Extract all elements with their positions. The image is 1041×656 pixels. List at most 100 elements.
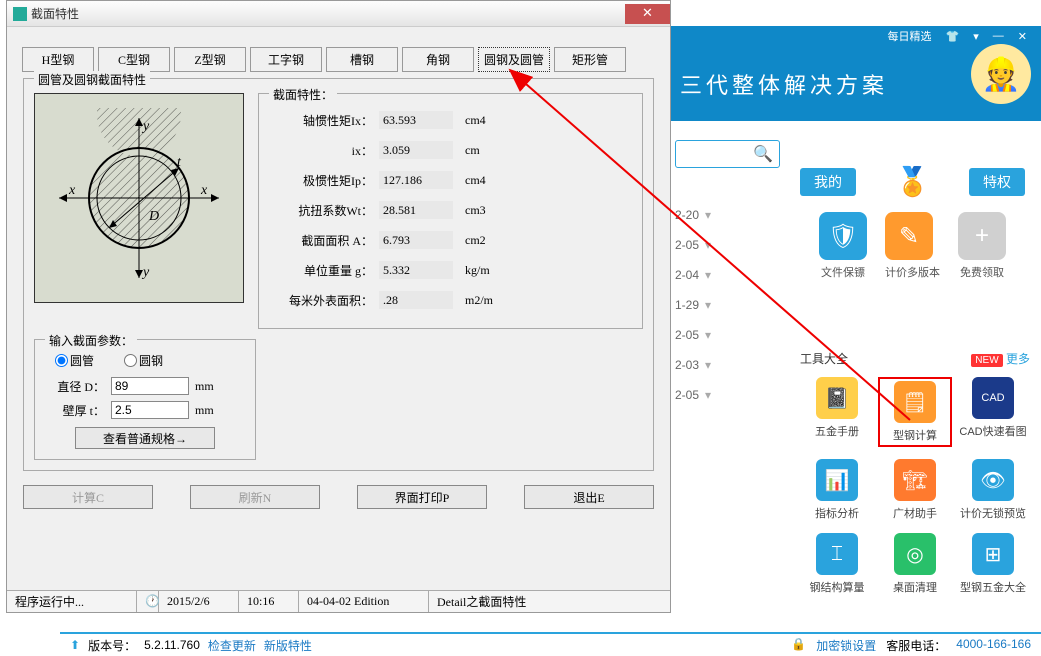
prop-val-0: 63.593 <box>379 111 453 129</box>
param-d-unit: mm <box>195 379 214 394</box>
tool-icon-5: 👁 <box>972 459 1014 501</box>
date-row-0: 2-20▾ <box>675 200 711 230</box>
props-title: 截面特性： <box>269 86 337 103</box>
prop-label-0: 轴惯性矩Ix： <box>271 112 373 129</box>
tel-label: 客服电话： <box>886 637 946 654</box>
date-row-2: 2-04▾ <box>675 260 711 290</box>
search-icon[interactable]: 🔍 <box>753 144 773 164</box>
svg-text:x: x <box>68 183 76 198</box>
tel-number[interactable]: 4000-166-166 <box>956 637 1031 654</box>
tab-5[interactable]: 角钢 <box>402 47 474 72</box>
tool-item-3[interactable]: 📊指标分析 <box>800 459 874 521</box>
prop-label-1: ix： <box>271 142 373 159</box>
tool-item-2[interactable]: CADCAD快速看图 <box>956 377 1030 447</box>
new-badge: NEW <box>971 354 1002 367</box>
prop-unit-0: cm4 <box>465 113 486 128</box>
status-edition: 04-04-02 Edition <box>299 591 429 612</box>
minimize-icon[interactable]: — <box>993 30 1004 42</box>
more-link[interactable]: 更多 <box>1006 352 1030 366</box>
tab-row: H型钢C型钢Z型钢工字钢槽钢角钢圆钢及圆管矩形管 <box>22 47 655 72</box>
view-spec-button[interactable]: 查看普通规格→ <box>75 427 215 449</box>
privilege-item-2[interactable]: +免费领取 <box>958 212 1006 280</box>
privilege-label-0: 文件保镖 <box>819 264 867 280</box>
ver-value: 5.2.11.760 <box>144 638 200 652</box>
tool-item-6[interactable]: ⌶钢结构算量 <box>800 533 874 595</box>
exit-button[interactable]: 退出E <box>524 485 654 509</box>
diameter-input[interactable] <box>111 377 189 395</box>
tool-label-7: 桌面清理 <box>878 579 952 595</box>
privilege-item-1[interactable]: ✎计价多版本 <box>885 212 940 280</box>
tab-0[interactable]: H型钢 <box>22 47 94 72</box>
tool-label-1: 型钢计算 <box>882 427 948 443</box>
privilege-tag[interactable]: 特权 <box>969 168 1025 196</box>
tool-item-5[interactable]: 👁计价无锁预览 <box>956 459 1030 521</box>
tool-label-2: CAD快速看图 <box>956 423 1030 439</box>
thickness-input[interactable] <box>111 401 189 419</box>
header-slogan: 三代整体解决方案 <box>680 68 888 100</box>
privilege-panel: 我的 🏅 特权 🛡文件保镖✎计价多版本+免费领取 <box>800 165 1025 280</box>
tool-item-7[interactable]: ◎桌面清理 <box>878 533 952 595</box>
up-arrow-icon: ⬆ <box>70 638 80 652</box>
prop-val-4: 6.793 <box>379 231 453 249</box>
header-top-bar: 每日精选 👕 ▾ — ✕ <box>888 26 1041 46</box>
search-box[interactable]: 🔍 <box>675 140 780 168</box>
daily-pick-link[interactable]: 每日精选 <box>888 28 932 44</box>
check-update-link[interactable]: 检查更新 <box>208 637 256 654</box>
my-tag[interactable]: 我的 <box>800 168 856 196</box>
prop-label-2: 极惯性矩Ip： <box>271 172 373 189</box>
tool-label-3: 指标分析 <box>800 505 874 521</box>
prop-unit-6: m2/m <box>465 293 493 308</box>
close-button[interactable]: ✕ <box>625 4 670 24</box>
tab-1[interactable]: C型钢 <box>98 47 170 72</box>
privilege-icon-0: 🛡 <box>819 212 867 260</box>
prop-val-6: .28 <box>379 291 453 309</box>
tab-6[interactable]: 圆钢及圆管 <box>478 47 550 72</box>
shirt-icon[interactable]: 👕 <box>946 30 960 43</box>
radio-solid-input[interactable] <box>124 354 137 367</box>
print-button[interactable]: 界面打印P <box>357 485 487 509</box>
avatar: 👷 <box>971 44 1031 104</box>
dongle-settings-link[interactable]: 加密锁设置 <box>816 637 876 654</box>
tab-2[interactable]: Z型钢 <box>174 47 246 72</box>
tool-label-6: 钢结构算量 <box>800 579 874 595</box>
tab-4[interactable]: 槽钢 <box>326 47 398 72</box>
prop-unit-2: cm4 <box>465 173 486 188</box>
privilege-icon-1: ✎ <box>885 212 933 260</box>
toolbox-panel: 工具大全 NEW 更多 📓五金手册🗒型钢计算CADCAD快速看图📊指标分析🏗广材… <box>800 350 1030 595</box>
tab-7[interactable]: 矩形管 <box>554 47 626 72</box>
tab-3[interactable]: 工字钢 <box>250 47 322 72</box>
radio-tube-input[interactable] <box>55 354 68 367</box>
prop-val-1: 3.059 <box>379 141 453 159</box>
param-d-label: 直径 D： <box>45 378 105 395</box>
props-box: 截面特性： 轴惯性矩Ix：63.593cm4ix：3.059cm极惯性矩Ip：1… <box>258 93 643 329</box>
tool-item-1[interactable]: 🗒型钢计算 <box>878 377 952 447</box>
radio-solid[interactable]: 圆钢 <box>124 352 163 369</box>
new-features-link[interactable]: 新版特性 <box>264 637 312 654</box>
param-t-label: 壁厚 t： <box>45 402 105 419</box>
section-diagram: D t x x y y <box>34 93 244 303</box>
status-bar: 程序运行中... 🕐 2015/2/6 10:16 04-04-02 Editi… <box>7 590 670 612</box>
prop-unit-1: cm <box>465 143 480 158</box>
prop-unit-4: cm2 <box>465 233 486 248</box>
tool-item-4[interactable]: 🏗广材助手 <box>878 459 952 521</box>
param-t-unit: mm <box>195 403 214 418</box>
prop-val-5: 5.332 <box>379 261 453 279</box>
refresh-button: 刷新N <box>190 485 320 509</box>
ver-label: 版本号： <box>88 637 136 654</box>
date-row-5: 2-03▾ <box>675 350 711 380</box>
dropdown-icon[interactable]: ▾ <box>973 30 979 43</box>
privilege-item-0[interactable]: 🛡 文件保镖 <box>819 212 867 280</box>
lock-icon: 🔒 <box>791 637 806 654</box>
clock-icon: 🕐 <box>137 591 159 612</box>
input-params-box: 输入截面参数： 圆管 圆钢 直径 D： mm 壁厚 t： mm 查看普通规格→ <box>34 339 256 460</box>
app-icon <box>13 7 27 21</box>
tool-item-8[interactable]: ⊞型钢五金大全 <box>956 533 1030 595</box>
group-title: 圆管及圆钢截面特性 <box>34 71 150 88</box>
tool-icon-0: 📓 <box>816 377 858 419</box>
svg-text:t: t <box>177 155 182 170</box>
tool-item-0[interactable]: 📓五金手册 <box>800 377 874 447</box>
close-app-icon[interactable]: ✕ <box>1018 30 1027 43</box>
status-time: 10:16 <box>239 591 299 612</box>
svg-text:y: y <box>141 119 150 134</box>
radio-tube[interactable]: 圆管 <box>55 352 94 369</box>
